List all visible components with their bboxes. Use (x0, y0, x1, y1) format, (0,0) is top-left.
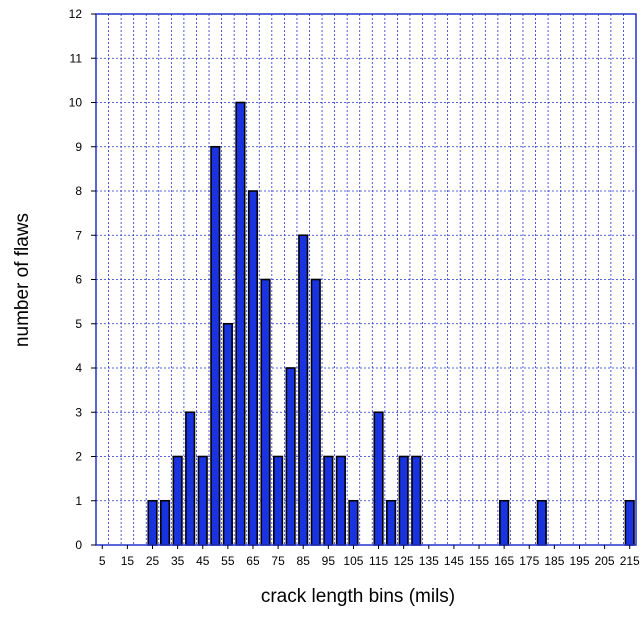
y-tick-label: 10 (69, 96, 83, 110)
bar (185, 411, 196, 546)
bar (273, 455, 284, 546)
y-tick-label: 9 (75, 140, 82, 154)
x-tick-label: 175 (519, 554, 539, 568)
y-tick-label: 3 (75, 405, 82, 419)
x-tick-label: 105 (343, 554, 363, 568)
x-tick-label: 5 (99, 554, 106, 568)
x-tick-label: 55 (221, 554, 235, 568)
x-tick-label: 95 (322, 554, 336, 568)
y-tick-label: 7 (75, 228, 82, 242)
x-tick-label: 65 (246, 554, 260, 568)
y-tick-label: 12 (69, 7, 83, 21)
x-tick-label: 115 (369, 554, 388, 568)
y-tick-label: 0 (75, 538, 82, 552)
bar (172, 455, 183, 546)
x-tick-label: 205 (595, 554, 615, 568)
x-tick-label: 135 (419, 554, 439, 568)
bar (147, 499, 158, 546)
x-tick-label: 145 (444, 554, 464, 568)
x-tick-label: 15 (121, 554, 135, 568)
y-axis-title: number of flaws (12, 213, 33, 347)
y-tick-label: 5 (75, 317, 82, 331)
x-tick-label: 195 (569, 554, 589, 568)
bar (235, 101, 246, 546)
y-tick-label: 11 (70, 51, 83, 65)
bar (159, 499, 171, 546)
bar (298, 234, 309, 546)
x-tick-label: 185 (544, 554, 564, 568)
bar (222, 322, 233, 546)
y-tick-label: 6 (75, 273, 82, 287)
x-axis-ticks: 5 15 25 35 45 55 65 75 85 95 105 115 125 135 145 155 165… (99, 545, 640, 568)
x-tick-label: 45 (196, 554, 210, 568)
bar (210, 145, 221, 546)
x-tick-label: 85 (297, 554, 311, 568)
x-tick-label: 125 (394, 554, 414, 568)
x-tick-label: 25 (146, 554, 160, 568)
bar (247, 190, 259, 546)
bar (310, 278, 321, 546)
bar (398, 455, 409, 546)
bar (260, 278, 271, 546)
bar (536, 499, 547, 546)
bar (411, 455, 422, 546)
bar (386, 499, 397, 546)
bar (348, 499, 359, 546)
bar (373, 411, 384, 546)
bar (285, 367, 296, 546)
x-tick-label: 165 (494, 554, 514, 568)
x-axis-title: crack length bins (mils) (261, 586, 455, 607)
bar (624, 499, 635, 546)
y-tick-label: 1 (75, 494, 82, 508)
y-tick-label: 2 (75, 450, 82, 464)
x-tick-label: 35 (171, 554, 185, 568)
bar (335, 455, 346, 546)
x-tick-label: 75 (271, 554, 285, 568)
x-tick-label: 155 (469, 554, 489, 568)
bars (147, 101, 635, 546)
bar (499, 499, 510, 546)
x-tick-label: 215 (620, 554, 640, 568)
bar (197, 455, 208, 546)
bar (323, 455, 334, 546)
grid-lines (96, 14, 636, 545)
y-tick-label: 8 (75, 184, 82, 198)
y-tick-label: 4 (75, 361, 82, 375)
